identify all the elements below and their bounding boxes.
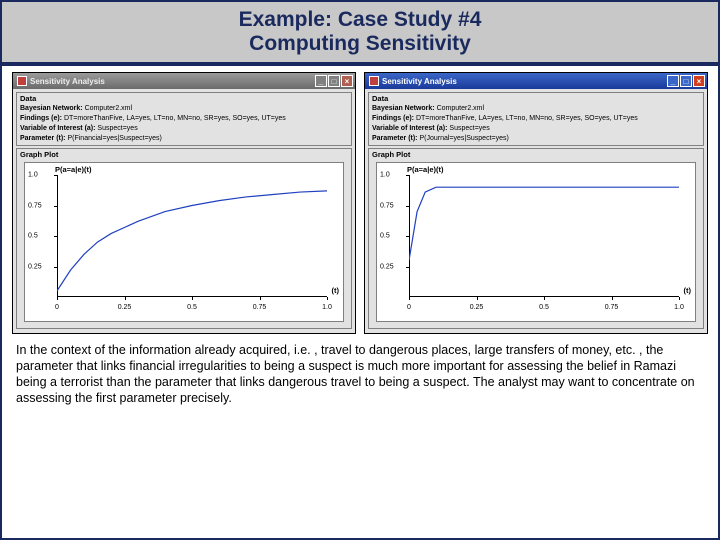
x-tick-label: 0 [407,304,411,311]
findings-label: Findings (e): [372,115,414,122]
plot-canvas-left: P(a=a|e)(t) (t) 1.0 0.75 0.5 0.25 0 0.25 0.5 0.… [24,162,344,322]
plot-canvas-right: P(a=a|e)(t) (t) 1.0 0.75 0.5 0.25 0 0.25 0.5 0.… [376,162,696,322]
y-tick-label: 1.0 [28,172,38,179]
findings-label: Findings (e): [20,115,62,122]
function-label: P(a=a|e)(t) [407,165,443,174]
graph-plot-group: Graph Plot P(a=a|e)(t) (t) 1.0 0.75 0.5 0.2… [368,148,704,329]
maximize-icon[interactable]: □ [328,75,340,87]
minimize-icon[interactable]: _ [315,75,327,87]
y-tick-label: 1.0 [380,172,390,179]
curve-left [57,175,327,297]
x-tick-label: 0.75 [253,304,267,311]
group-label-plot: Graph Plot [372,150,700,159]
close-icon[interactable]: × [693,75,705,87]
x-axis-name: (t) [684,286,692,295]
x-axis-name: (t) [332,286,340,295]
graph-plot-group: Graph Plot P(a=a|e)(t) (t) 1.0 0.75 0.5 0.2… [16,148,352,329]
panels-row: Sensitivity Analysis _ □ × Data Bayesian… [2,66,718,338]
app-icon [369,76,379,86]
group-label-data: Data [20,94,348,103]
voi-label: Variable of Interest (a): [372,125,447,132]
network-label: Bayesian Network: [372,105,435,112]
findings-value: DT=moreThanFive, LA=yes, LT=no, MN=no, S… [64,115,286,122]
function-label: P(a=a|e)(t) [55,165,91,174]
x-tick-label: 0 [55,304,59,311]
app-icon [17,76,27,86]
caption-text: In the context of the information alread… [2,338,718,412]
window-title: Sensitivity Analysis [382,77,667,86]
maximize-icon[interactable]: □ [680,75,692,87]
param-value: P(Financial=yes|Suspect=yes) [67,135,161,142]
sensitivity-window-left: Sensitivity Analysis _ □ × Data Bayesian… [12,72,356,334]
voi-label: Variable of Interest (a): [20,125,95,132]
y-tick-label: 0.5 [380,233,390,240]
y-tick-label: 0.25 [28,263,42,270]
close-icon[interactable]: × [341,75,353,87]
voi-value: Suspect=yes [97,125,137,132]
x-tick-label: 0.25 [470,304,484,311]
param-value: P(Journal=yes|Suspect=yes) [419,135,508,142]
y-tick-label: 0.25 [380,263,394,270]
group-label-plot: Graph Plot [20,150,348,159]
x-tick-label: 0.25 [118,304,132,311]
title-line-1: Example: Case Study #4 [239,8,482,31]
param-label: Parameter (t): [20,135,66,142]
network-label: Bayesian Network: [20,105,83,112]
titlebar[interactable]: Sensitivity Analysis _ □ × [13,73,355,89]
minimize-icon[interactable]: _ [667,75,679,87]
x-tick-label: 0.5 [187,304,197,311]
voi-value: Suspect=yes [449,125,489,132]
y-tick-label: 0.75 [380,202,394,209]
group-label-data: Data [372,94,700,103]
sensitivity-window-right: Sensitivity Analysis _ □ × Data Bayesian… [364,72,708,334]
x-tick-label: 1.0 [674,304,684,311]
window-title: Sensitivity Analysis [30,77,315,86]
x-tick-label: 1.0 [322,304,332,311]
data-group: Data Bayesian Network: Computer2.xml Fin… [16,92,352,146]
slide-title: Example: Case Study #4 Computing Sensiti… [2,2,718,66]
data-group: Data Bayesian Network: Computer2.xml Fin… [368,92,704,146]
param-label: Parameter (t): [372,135,418,142]
titlebar[interactable]: Sensitivity Analysis _ □ × [365,73,707,89]
findings-value: DT=moreThanFive, LA=yes, LT=no, MN=no, S… [416,115,638,122]
network-value: Computer2.xml [85,105,132,112]
title-line-2: Computing Sensitivity [249,32,471,55]
y-tick-label: 0.5 [28,233,38,240]
y-tick-label: 0.75 [28,202,42,209]
x-tick-label: 0.5 [539,304,549,311]
x-tick-label: 0.75 [605,304,619,311]
curve-right [409,175,679,297]
network-value: Computer2.xml [437,105,484,112]
